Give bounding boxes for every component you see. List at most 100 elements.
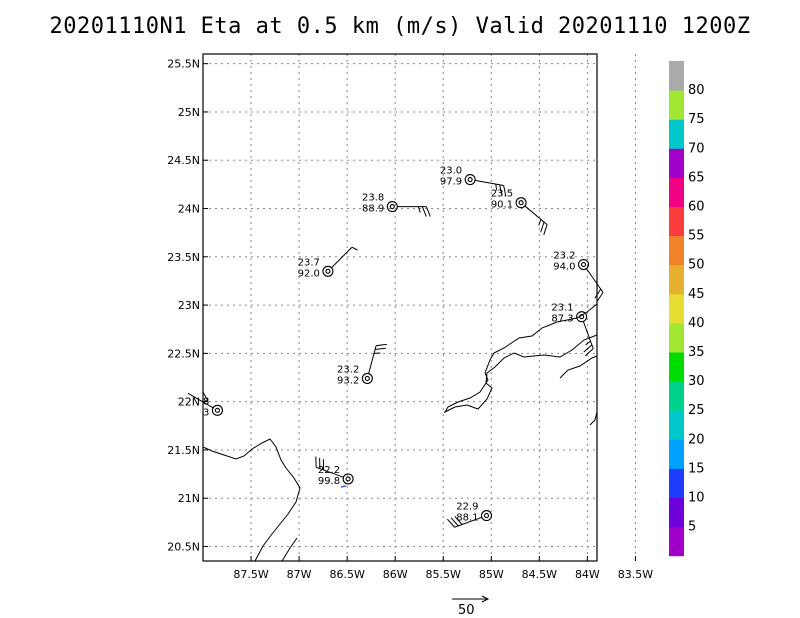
colorbar-segment xyxy=(669,206,684,237)
y-tick-label: 24.5N xyxy=(167,154,200,167)
y-tick-label: 23.5N xyxy=(167,251,200,264)
cozumel-island xyxy=(340,485,347,488)
wind-staff xyxy=(331,246,353,269)
colorbar-segment xyxy=(669,322,684,353)
wind-barb xyxy=(446,518,455,528)
wind-half-barb xyxy=(495,183,498,191)
station-ring xyxy=(342,473,354,485)
x-tick-label: 84.5W xyxy=(522,568,557,581)
x-tick-label: 85.5W xyxy=(426,568,461,581)
colorbar-segment xyxy=(669,235,684,266)
observation-point: 23.792.0 xyxy=(298,246,358,279)
coast-fragment xyxy=(202,391,209,402)
colorbar-segment xyxy=(669,148,684,178)
grid-lines xyxy=(203,54,636,561)
observation-point: 23.590.1 xyxy=(491,189,548,235)
percent-label: 92.0 xyxy=(298,268,320,279)
station-ring xyxy=(386,201,398,213)
yucatan-coast-south xyxy=(281,537,298,562)
station-dot xyxy=(518,200,524,206)
colorbar-segment xyxy=(669,526,684,557)
observation-point: 23.187.3 xyxy=(551,303,594,357)
station-dot xyxy=(214,407,220,413)
x-tick-label: 84W xyxy=(575,568,600,581)
percent-label: 90.1 xyxy=(491,200,513,211)
colorbar-label: 70 xyxy=(688,141,705,156)
wind-barb xyxy=(594,288,602,299)
observation-point: 23.294.0 xyxy=(553,251,604,302)
wind-staff xyxy=(474,179,504,186)
station-dot xyxy=(483,513,490,519)
percent-label: 94.0 xyxy=(553,262,575,273)
wind-barb xyxy=(584,348,594,357)
station-dot xyxy=(579,314,585,320)
colorbar-label: 50 xyxy=(688,258,705,273)
colorbar-label: 80 xyxy=(688,83,705,98)
wind-half-barb xyxy=(585,340,591,346)
colorbar-label: 20 xyxy=(688,432,705,447)
isla-coast xyxy=(589,411,598,426)
yucatan-coast xyxy=(202,438,301,562)
colorbar-label: 75 xyxy=(688,112,705,127)
cuba-coast xyxy=(443,302,598,414)
colorbar-segment xyxy=(669,497,684,528)
wind-barb xyxy=(454,516,463,525)
wind-barb xyxy=(375,347,386,350)
observation-point: 23.097.9 xyxy=(440,166,507,197)
y-tick-label: 24N xyxy=(178,203,200,216)
percent-label: 93.2 xyxy=(337,375,359,386)
station-ring xyxy=(576,311,588,323)
x-tick-label: 85W xyxy=(479,568,504,581)
y-tick-label: 23N xyxy=(178,299,200,312)
colorbar-label: 10 xyxy=(688,491,705,506)
x-axis: 87.5W 87W 86.5W 86W 85.5W 85W 84.5W 84W 83.5W xyxy=(233,556,653,581)
station-dot xyxy=(467,176,473,183)
value-label: 23.7 xyxy=(298,257,320,268)
map-frame xyxy=(202,53,598,562)
station-ring xyxy=(480,510,493,522)
colorbar-segment xyxy=(669,293,684,324)
colorbar-label: 15 xyxy=(688,461,705,476)
colorbar-segment xyxy=(669,468,684,498)
colorbar-segment xyxy=(669,177,684,207)
x-tick-label: 86.5W xyxy=(329,568,364,581)
wind-barb xyxy=(421,206,427,217)
station-dot xyxy=(580,261,587,268)
x-tick-label: 86W xyxy=(383,568,408,581)
percent-label: 97.9 xyxy=(440,177,462,188)
station-ring xyxy=(211,404,223,416)
station-dot xyxy=(325,268,331,274)
percent-label: 88.1 xyxy=(456,513,478,524)
wind-half-barb xyxy=(351,246,358,251)
wind-half-barb xyxy=(417,206,421,213)
wind-barb xyxy=(583,344,593,353)
wind-barb xyxy=(503,185,507,197)
y-tick-label: 22N xyxy=(178,396,200,409)
y-tick-label: 21N xyxy=(178,492,200,505)
observations: 23.097.923.888.923.590.123.792.023.294.0… xyxy=(187,166,604,528)
colorbar: 5 10 15 20 25 30 35 40 45 50 55 60 65 70 75 80 xyxy=(669,61,705,557)
wind-staff xyxy=(454,516,482,528)
station-dot xyxy=(345,476,351,482)
observation-point: 22.988.1 xyxy=(446,502,493,528)
wind-half-barb xyxy=(538,219,542,226)
percent-label: 87.3 xyxy=(551,314,573,325)
wind-staff xyxy=(368,345,377,374)
colorbar-label: 40 xyxy=(688,316,705,331)
y-tick-label: 20.5N xyxy=(167,541,200,554)
station-dot xyxy=(364,375,370,382)
station-dot xyxy=(389,204,395,210)
station-ring xyxy=(515,197,527,209)
y-tick-label: 25N xyxy=(178,106,200,119)
x-tick-label: 83.5W xyxy=(618,568,653,581)
wind-barb xyxy=(450,517,459,527)
wind-barb xyxy=(543,224,548,235)
value-label: 22.2 xyxy=(318,465,340,476)
colorbar-label: 55 xyxy=(688,229,705,244)
value-label: 23.2 xyxy=(337,364,359,375)
chart-title: 20201110N1 Eta at 0.5 km (m/s) Valid 202… xyxy=(49,14,751,39)
colorbar-segment xyxy=(669,439,684,469)
wind-barb xyxy=(376,343,387,347)
colorbar-label: 5 xyxy=(688,520,696,535)
